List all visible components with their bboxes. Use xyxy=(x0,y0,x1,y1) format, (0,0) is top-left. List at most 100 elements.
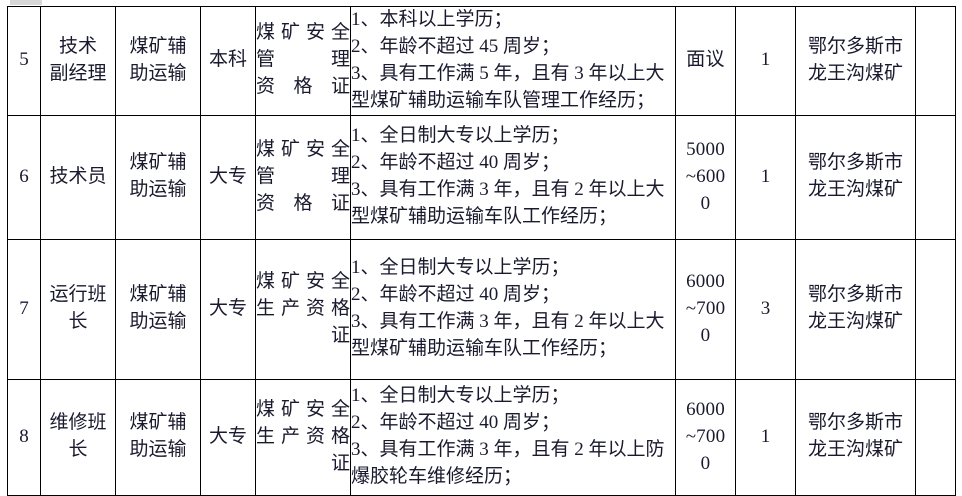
table-row: 6 技术员 煤矿辅 助运输 大专 煤矿安全 管理 资格证 1 xyxy=(7,114,956,240)
education-value: 大专 xyxy=(208,297,247,319)
certificate-line: 煤矿安全 xyxy=(256,270,350,292)
row-number-cell: 8 xyxy=(7,378,41,496)
scan-artifact xyxy=(10,0,42,5)
recruitment-table: 5 技术 副经理 煤矿辅 助运输 本科 煤矿安全 管理 资格证 xyxy=(7,6,956,496)
requirement-line: 2、年龄不超过 45 周岁； xyxy=(351,35,561,57)
certificate-line: 证 xyxy=(330,324,350,346)
requirement-line: 型煤矿辅助运输车队管理工作经历； xyxy=(351,89,656,111)
salary-line: 6000 xyxy=(686,398,725,420)
headcount-cell: 1 xyxy=(735,378,796,496)
certificate-line: 证 xyxy=(330,452,350,474)
requirement-line: 3、具有工作满 5 年，且有 3 年以上大 xyxy=(351,62,665,84)
row-number-cell: 7 xyxy=(7,238,41,380)
post-line: 运行班 xyxy=(49,284,107,306)
salary-line: 0 xyxy=(700,324,711,346)
requirement-line: 1、本科以上学历； xyxy=(351,9,513,30)
education-value: 大专 xyxy=(208,425,247,447)
headcount-value: 3 xyxy=(760,297,771,319)
post-cell: 技术 副经理 xyxy=(40,6,116,116)
headcount-cell: 3 xyxy=(735,238,796,380)
salary-line: 面议 xyxy=(686,49,725,71)
salary-cell: 面议 xyxy=(675,6,736,116)
requirement-line: 3、具有工作满 3 年，且有 2 年以上大 xyxy=(351,179,665,201)
certificate-line: 管理 xyxy=(256,165,350,187)
requirement-line: 型煤矿辅助运输车队工作经历； xyxy=(351,338,618,360)
post-line: 副经理 xyxy=(49,62,107,84)
post-cell: 运行班 长 xyxy=(40,238,116,380)
requirement-line: 爆胶轮车维修经历； xyxy=(351,466,523,488)
department-line: 助运输 xyxy=(129,179,187,201)
requirements-cell: 1、全日制大专以上学历； 2、年龄不超过 40 周岁； 3、具有工作满 3 年，… xyxy=(350,114,676,240)
post-line: 技术员 xyxy=(49,165,107,187)
requirements-cell: 1、本科以上学历； 2、年龄不超过 45 周岁； 3、具有工作满 5 年，且有 … xyxy=(350,6,676,116)
employer-line: 龙王沟煤矿 xyxy=(807,179,903,201)
certificate-cell: 煤矿安全 管理 资格证 xyxy=(255,6,351,116)
department-line: 煤矿辅 xyxy=(129,35,187,57)
remarks-cell xyxy=(915,378,956,496)
employer-line: 龙王沟煤矿 xyxy=(807,62,903,84)
department-line: 助运输 xyxy=(129,439,187,461)
employer-cell: 鄂尔多斯市 龙王沟煤矿 xyxy=(795,378,916,496)
certificate-line: 管理 xyxy=(256,49,350,71)
row-number-cell: 5 xyxy=(7,6,41,116)
requirement-line: 2、年龄不超过 40 周岁； xyxy=(351,412,561,434)
remarks-cell xyxy=(915,114,956,240)
employer-line: 鄂尔多斯市 xyxy=(807,152,903,174)
post-line: 长 xyxy=(68,439,88,461)
certificate-line: 资格证 xyxy=(256,192,350,214)
department-cell: 煤矿辅 助运输 xyxy=(115,6,201,116)
requirement-line: 1、全日制大专以上学历； xyxy=(351,125,570,147)
certificate-line: 煤矿安全 xyxy=(256,22,350,44)
employer-line: 龙王沟煤矿 xyxy=(807,439,903,461)
post-cell: 技术员 xyxy=(40,114,116,240)
department-cell: 煤矿辅 助运输 xyxy=(115,238,201,380)
requirement-line: 2、年龄不超过 40 周岁； xyxy=(351,284,561,306)
certificate-cell: 煤矿安全 生产资格 证 xyxy=(255,238,351,380)
department-line: 煤矿辅 xyxy=(129,152,187,174)
department-cell: 煤矿辅 助运输 xyxy=(115,114,201,240)
salary-cell: 5000 ~600 0 xyxy=(675,114,736,240)
employer-cell: 鄂尔多斯市 龙王沟煤矿 xyxy=(795,238,916,380)
certificate-line: 煤矿安全 xyxy=(256,138,350,160)
education-value: 大专 xyxy=(208,165,247,187)
row-number: 7 xyxy=(19,297,29,319)
requirement-line: 1、全日制大专以上学历； xyxy=(351,385,570,407)
headcount-value: 1 xyxy=(760,425,771,447)
table-row: 5 技术 副经理 煤矿辅 助运输 本科 煤矿安全 管理 资格证 xyxy=(7,6,956,116)
salary-line: 6000 xyxy=(686,270,725,292)
salary-line: ~700 xyxy=(685,297,726,319)
certificate-line: 资格证 xyxy=(256,76,350,98)
post-line: 维修班 xyxy=(49,412,107,434)
salary-line: ~700 xyxy=(685,425,726,447)
post-line: 长 xyxy=(68,311,88,333)
headcount-cell: 1 xyxy=(735,6,796,116)
headcount-cell: 1 xyxy=(735,114,796,240)
salary-line: ~600 xyxy=(685,165,726,187)
department-line: 煤矿辅 xyxy=(129,412,187,434)
row-number: 5 xyxy=(19,49,29,71)
requirement-line: 1、全日制大专以上学历； xyxy=(351,257,570,279)
headcount-value: 1 xyxy=(760,49,771,71)
certificate-line: 煤矿安全 xyxy=(256,398,350,420)
requirement-line: 型煤矿辅助运输车队工作经历； xyxy=(351,206,618,228)
requirement-line: 3、具有工作满 3 年，且有 2 年以上大 xyxy=(351,311,665,333)
requirements-cell: 1、全日制大专以上学历； 2、年龄不超过 40 周岁； 3、具有工作满 3 年，… xyxy=(350,238,676,380)
row-number: 6 xyxy=(19,165,29,187)
salary-line: 0 xyxy=(700,192,711,214)
certificate-line: 生产资格 xyxy=(256,297,350,319)
row-number: 8 xyxy=(19,425,29,447)
employer-line: 龙王沟煤矿 xyxy=(807,311,903,333)
table-row: 7 运行班 长 煤矿辅 助运输 大专 煤矿安全 生产资格 证 xyxy=(7,238,956,380)
certificate-cell: 煤矿安全 管理 资格证 xyxy=(255,114,351,240)
education-cell: 本科 xyxy=(200,6,256,116)
remarks-cell xyxy=(915,238,956,380)
post-line: 技术 xyxy=(58,35,97,57)
table-row: 8 维修班 长 煤矿辅 助运输 大专 煤矿安全 生产资格 证 xyxy=(7,378,956,496)
education-cell: 大专 xyxy=(200,114,256,240)
education-cell: 大专 xyxy=(200,238,256,380)
salary-line: 0 xyxy=(700,452,711,474)
certificate-line: 生产资格 xyxy=(256,425,350,447)
headcount-value: 1 xyxy=(760,165,771,187)
department-line: 煤矿辅 xyxy=(129,284,187,306)
row-number-cell: 6 xyxy=(7,114,41,240)
